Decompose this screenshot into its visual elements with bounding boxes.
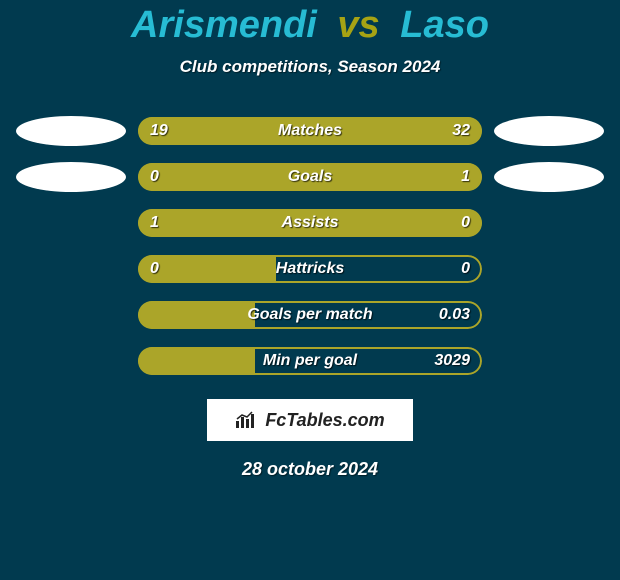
left-value: 1: [150, 214, 159, 232]
branding-text: FcTables.com: [265, 410, 384, 431]
right-value: 0: [461, 214, 470, 232]
stat-bar: 19 Matches 32: [138, 117, 482, 145]
left-value: 0: [150, 260, 159, 278]
right-value: 0: [461, 260, 470, 278]
title-vs: vs: [337, 4, 379, 46]
right-value: 3029: [434, 352, 470, 370]
right-value: 0.03: [439, 306, 470, 324]
stat-row: 19 Matches 32: [16, 117, 604, 145]
player1-name: Arismendi: [131, 4, 317, 46]
title: Arismendi vs Laso: [131, 4, 489, 47]
chart-icon: [235, 411, 257, 429]
stat-row: 0 Hattricks 0: [16, 255, 604, 283]
stat-row: 1 Assists 0: [16, 209, 604, 237]
right-value: 32: [452, 122, 470, 140]
right-value: 1: [461, 168, 470, 186]
left-fill: [138, 301, 255, 329]
subtitle: Club competitions, Season 2024: [180, 57, 441, 77]
stat-bar: 1 Assists 0: [138, 209, 482, 237]
stat-row: Min per goal 3029: [16, 347, 604, 375]
stat-label: Matches: [278, 122, 342, 140]
stat-row: Goals per match 0.03: [16, 301, 604, 329]
comparison-infographic: Arismendi vs Laso Club competitions, Sea…: [0, 0, 620, 580]
date-text: 28 october 2024: [242, 459, 378, 480]
left-value: 0: [150, 168, 159, 186]
player1-marker: [16, 116, 126, 146]
stat-bar: 0 Goals 1: [138, 163, 482, 191]
right-fill: [200, 163, 482, 191]
player1-marker: [16, 162, 126, 192]
stat-bar: Goals per match 0.03: [138, 301, 482, 329]
left-fill: [138, 209, 399, 237]
left-fill: [138, 347, 255, 375]
stat-rows: 19 Matches 32 0 Goals 1 1 Assists 0 0 Hattricks 0 Go…: [16, 117, 604, 393]
player2-marker: [494, 116, 604, 146]
branding-badge: FcTables.com: [207, 399, 413, 441]
player2-marker: [494, 162, 604, 192]
stat-bar: 0 Hattricks 0: [138, 255, 482, 283]
stat-bar: Min per goal 3029: [138, 347, 482, 375]
left-value: 19: [150, 122, 168, 140]
stat-label: Min per goal: [263, 352, 357, 370]
stat-row: 0 Goals 1: [16, 163, 604, 191]
left-fill: [138, 163, 200, 191]
stat-label: Goals per match: [247, 306, 372, 324]
stat-label: Goals: [288, 168, 332, 186]
stat-label: Assists: [282, 214, 339, 232]
stat-label: Hattricks: [276, 260, 344, 278]
player2-name: Laso: [400, 4, 489, 46]
